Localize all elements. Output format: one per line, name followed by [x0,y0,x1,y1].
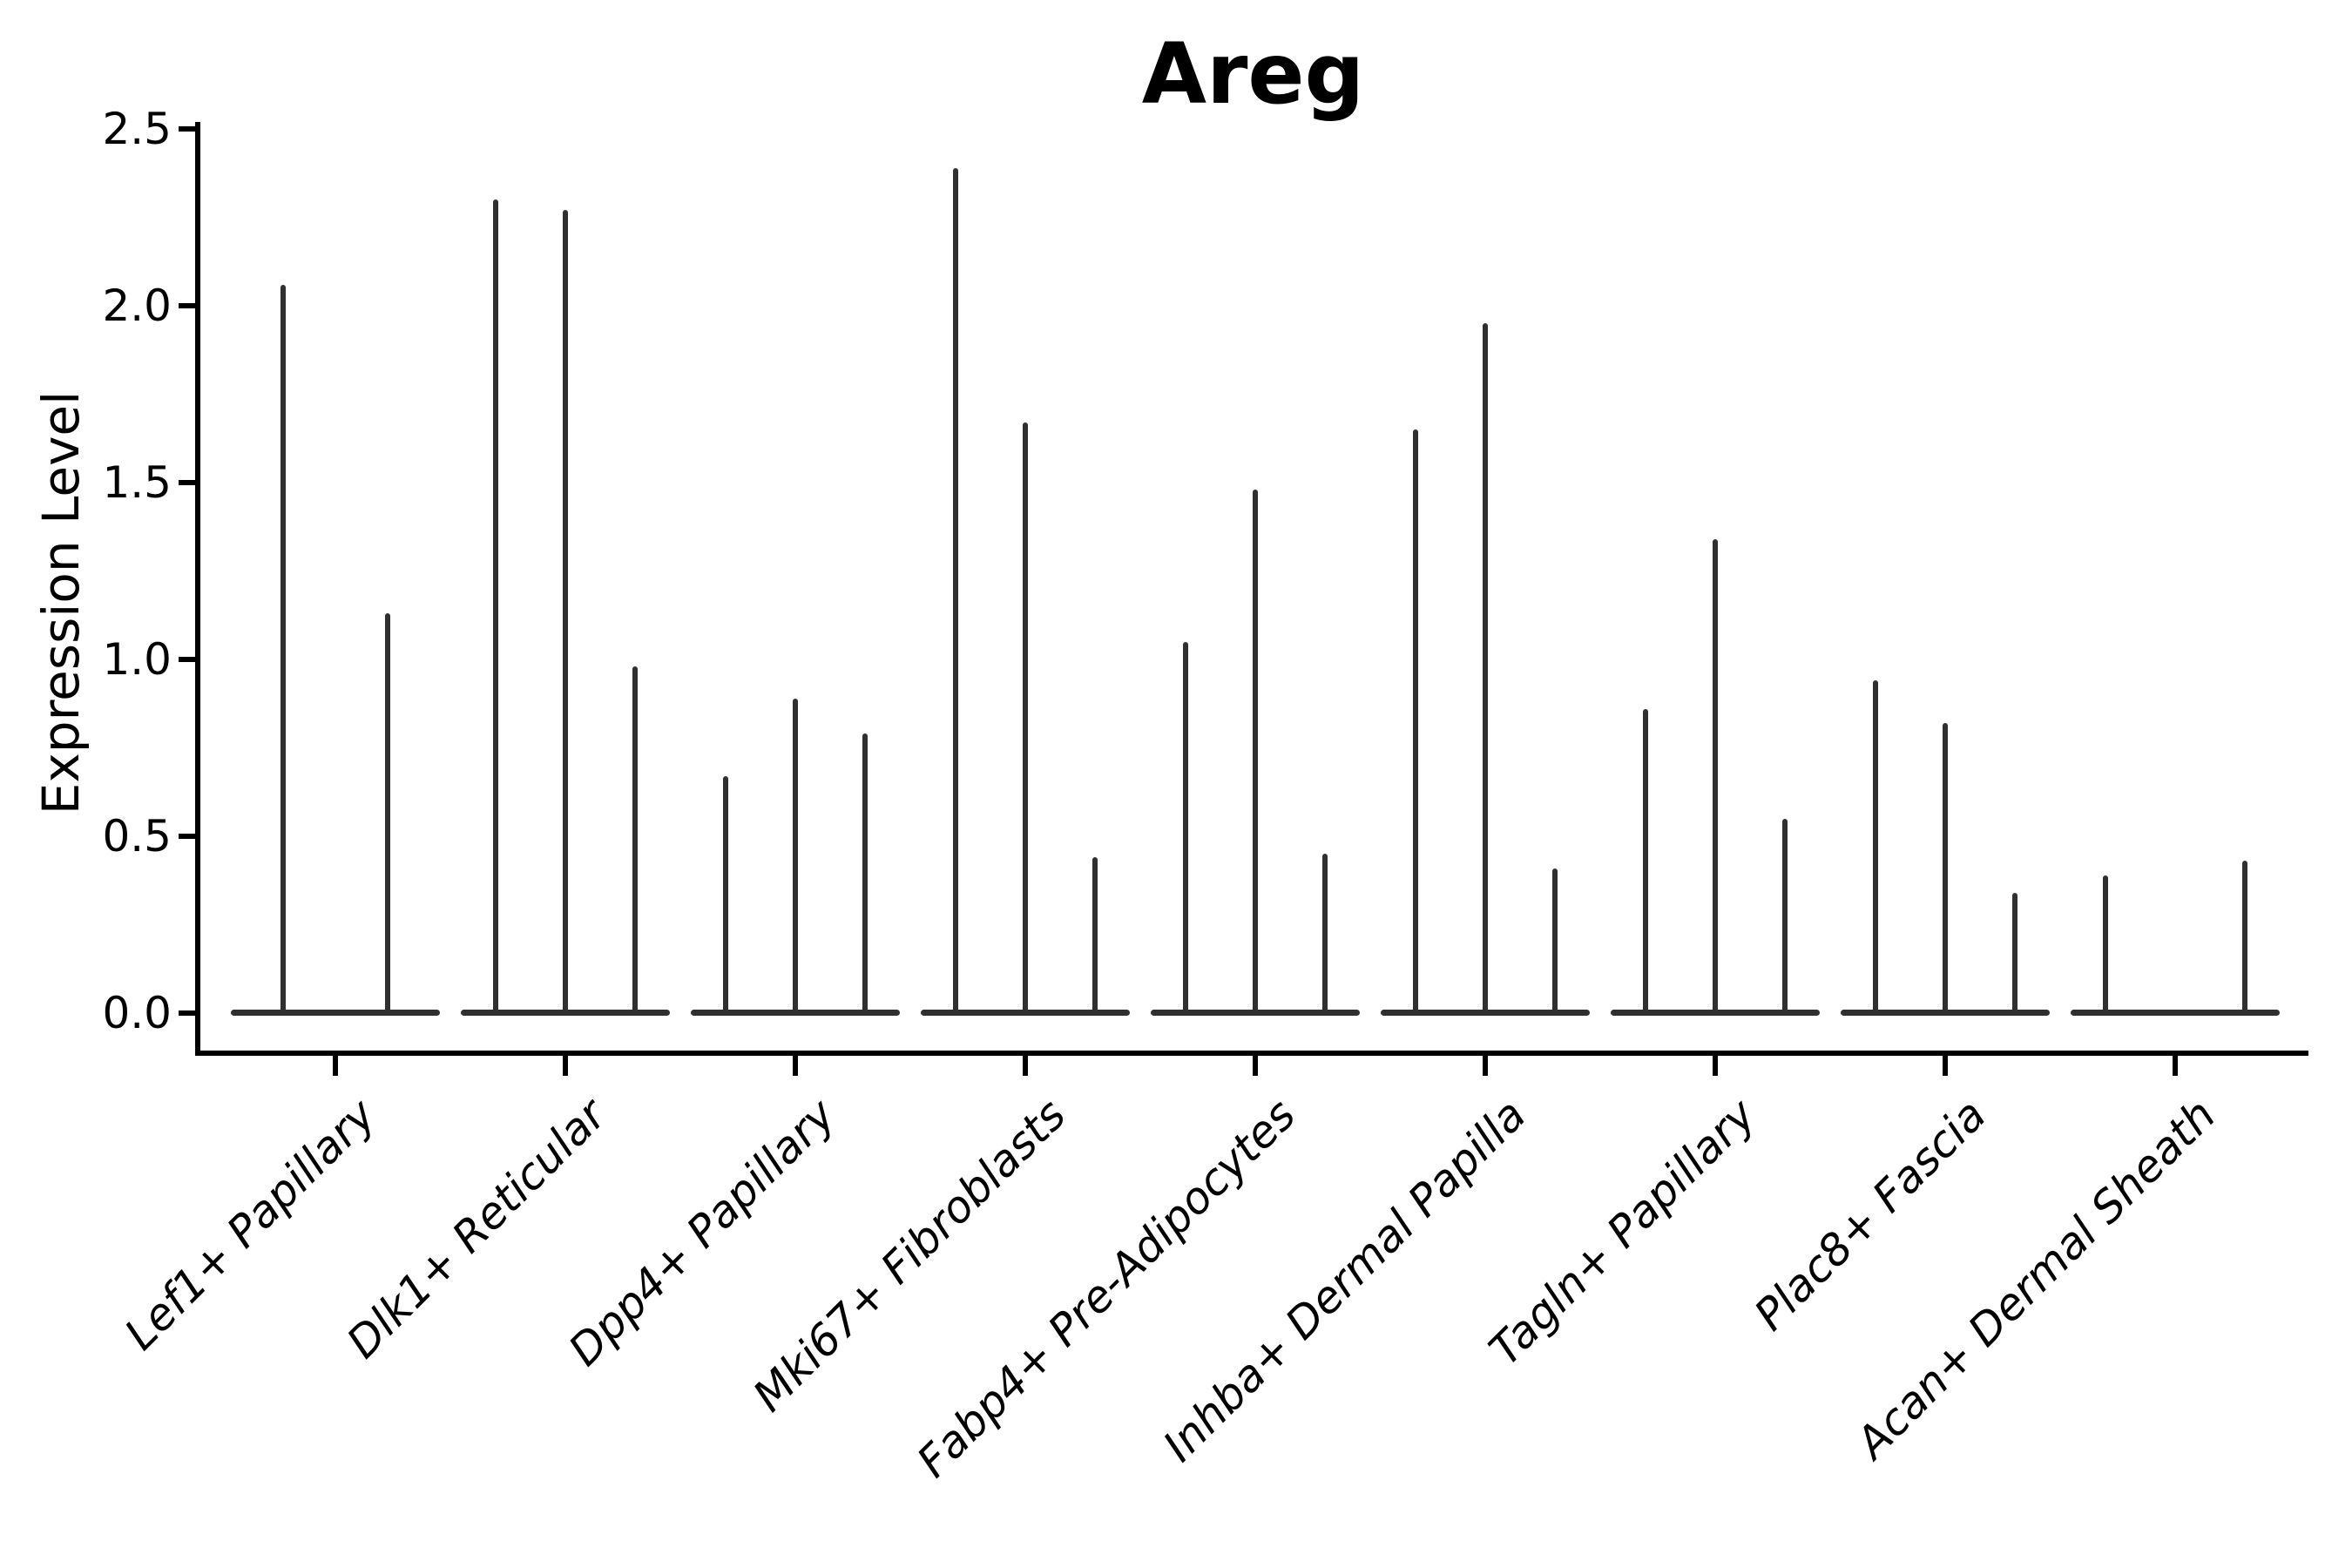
y-tick-label: 1.5 [102,457,172,508]
violin-base [231,1010,440,1016]
chart-title: Areg [1141,25,1365,123]
violin-spike [1943,723,1948,1013]
y-tick-label: 0.0 [102,988,172,1038]
x-tick [1713,1053,1718,1076]
violin-spike [1552,868,1558,1013]
violin-spike [953,167,958,1013]
violin-spike [862,733,868,1013]
violin-spike [1023,422,1028,1013]
y-tick [179,303,199,308]
x-tick [1253,1053,1258,1076]
violin-spike [2242,861,2247,1013]
y-tick-label: 2.0 [102,280,172,331]
violin-spike [280,284,286,1013]
y-tick [179,834,199,839]
x-tick [1483,1053,1488,1076]
x-tick [333,1053,338,1076]
y-tick [179,1010,199,1016]
violin-spike [1253,490,1258,1013]
x-tick [793,1053,798,1076]
x-tick [2173,1053,2178,1076]
x-tick-label: Lef1+ Papillary [115,1089,386,1360]
violin-spike [1413,429,1418,1013]
violin-spike [385,613,390,1013]
y-tick-label: 1.0 [102,634,172,685]
y-tick [179,480,199,485]
violin-spike [1643,708,1648,1013]
x-tick [563,1053,568,1076]
violin-spike [632,666,638,1013]
violin-spike [2103,875,2108,1013]
violin-spike [1322,854,1328,1013]
violin-spike [1092,857,1098,1013]
x-tick [1023,1053,1028,1076]
violin-spike [563,210,568,1013]
y-tick [179,657,199,662]
x-tick [1943,1053,1948,1076]
x-tick-label: Fabp4+ Pre-Adipocytes [908,1089,1306,1488]
violin-spike [723,775,728,1013]
y-axis-spine [195,122,200,1056]
violin-spike [2012,892,2017,1013]
y-tick-label: 0.5 [102,811,172,862]
y-tick-label: 2.5 [102,104,172,154]
violin-spike [493,199,498,1013]
violin-spike [1873,680,1878,1013]
violin-spike [1483,323,1488,1013]
violin-spike [793,698,798,1013]
violin-base [2071,1010,2280,1016]
y-tick [179,126,199,132]
violin-spike [1713,538,1718,1013]
violin-spike [1782,818,1788,1013]
x-tick-label: Plac8+ Fascia [1744,1089,1996,1341]
violin-spike [1183,641,1188,1013]
x-axis-spine [195,1051,2308,1056]
